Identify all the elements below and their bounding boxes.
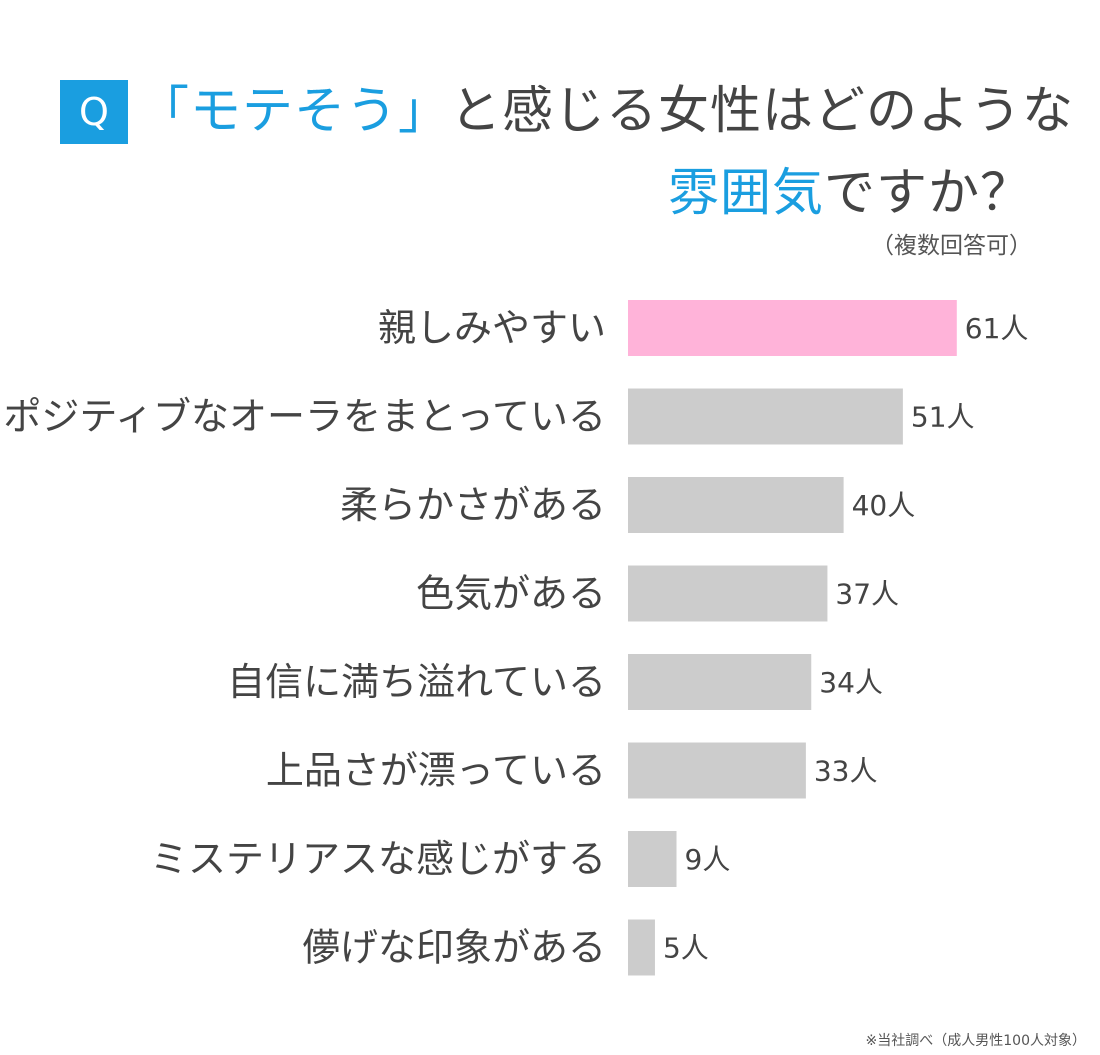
survey-footnote: ※当社調べ（成人男性100人対象） xyxy=(865,1033,1086,1049)
title-line-1: 「モテそう」と感じる女性はどのような xyxy=(138,80,1074,144)
value-label: 37人 xyxy=(835,578,899,611)
question-badge: Q xyxy=(60,80,128,144)
title-accent-atmosphere: 雰囲気 xyxy=(667,164,824,223)
category-label: ミステリアスな感じがする xyxy=(150,837,606,881)
category-label: 自信に満ち溢れている xyxy=(227,660,606,704)
bar xyxy=(628,300,957,356)
category-label: 柔らかさがある xyxy=(340,483,606,527)
category-label: ポジティブなオーラをまとっている xyxy=(3,395,606,439)
bar xyxy=(628,654,812,710)
title-text-1: と感じる女性はどのような xyxy=(450,82,1075,141)
value-label: 61人 xyxy=(965,312,1029,345)
bar xyxy=(628,388,903,445)
category-label: 上品さが漂っている xyxy=(266,749,606,793)
category-label: 色気がある xyxy=(416,572,606,616)
bar xyxy=(628,919,655,976)
value-label: 33人 xyxy=(814,755,878,788)
category-label: 儚げな印象がある xyxy=(302,926,606,970)
value-label: 51人 xyxy=(911,401,975,434)
title-accent-quoted: 「モテそう」 xyxy=(138,82,451,141)
bar xyxy=(628,477,844,533)
value-label: 5人 xyxy=(663,932,709,965)
title-text-2: ですか？ xyxy=(823,164,1032,223)
bar xyxy=(628,565,828,622)
bar xyxy=(628,831,677,887)
value-label: 9人 xyxy=(685,843,731,876)
category-label: 親しみやすい xyxy=(378,306,606,350)
title-subtitle: （複数回答可） xyxy=(871,233,1032,259)
title-line-2: 雰囲気ですか？ xyxy=(668,162,1032,226)
value-label: 40人 xyxy=(852,489,916,522)
value-label: 34人 xyxy=(819,666,883,699)
bar xyxy=(628,742,806,799)
